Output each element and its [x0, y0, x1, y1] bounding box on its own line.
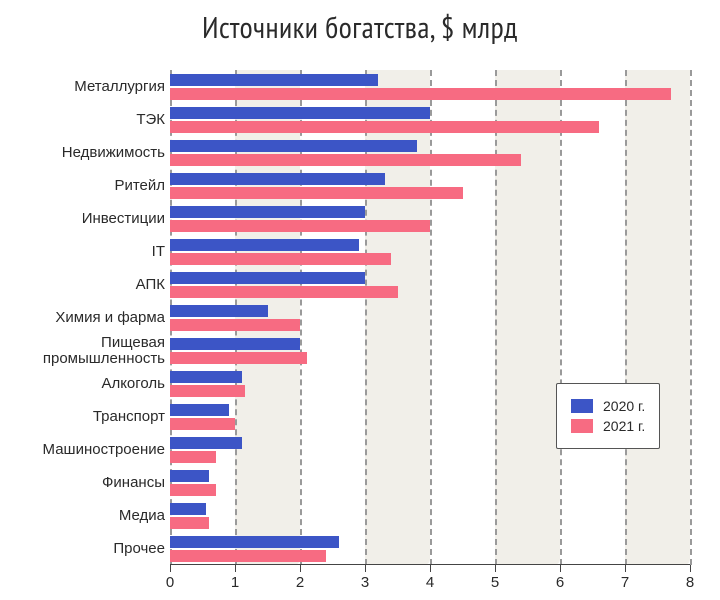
- x-tick-label: 2: [296, 574, 304, 591]
- x-tick-label: 0: [166, 574, 174, 591]
- category-label: Ритейл: [0, 178, 165, 194]
- bar: [170, 371, 242, 383]
- bar: [170, 484, 216, 496]
- bar: [170, 385, 245, 397]
- x-tick: [625, 565, 626, 572]
- legend-label: 2020 г.: [603, 398, 645, 414]
- legend-swatch: [571, 399, 593, 413]
- x-tick: [235, 565, 236, 572]
- bar: [170, 206, 365, 218]
- x-tick-label: 1: [231, 574, 239, 591]
- bar: [170, 319, 300, 331]
- x-tick-label: 4: [426, 574, 434, 591]
- bar: [170, 517, 209, 529]
- x-tick-label: 6: [556, 574, 564, 591]
- bar: [170, 253, 391, 265]
- bar: [170, 88, 671, 100]
- y-axis-labels: Металлургия ТЭК Недвижимость Ритейл Инвестиц…: [0, 70, 165, 565]
- bar: [170, 187, 463, 199]
- x-tick: [430, 565, 431, 572]
- bar: [170, 220, 430, 232]
- bars-layer: [170, 70, 690, 565]
- bar: [170, 286, 398, 298]
- bar: [170, 418, 235, 430]
- legend-swatch: [571, 419, 593, 433]
- category-label: Прочее: [0, 541, 165, 557]
- bar: [170, 470, 209, 482]
- category-label: Химия и фарма: [0, 310, 165, 326]
- wealth-sources-chart: Источники богатства, $ млрд Металлургия Т…: [0, 0, 720, 600]
- category-label: Медиа: [0, 508, 165, 524]
- x-tick: [300, 565, 301, 572]
- legend-item: 2020 г.: [571, 398, 645, 414]
- bar: [170, 503, 206, 515]
- x-tick: [170, 565, 171, 572]
- bar: [170, 338, 300, 350]
- bar: [170, 352, 307, 364]
- x-tick: [690, 565, 691, 572]
- plot-area: [170, 70, 690, 565]
- category-label: Финансы: [0, 475, 165, 491]
- legend-label: 2021 г.: [603, 418, 645, 434]
- x-tick-label: 5: [491, 574, 499, 591]
- bar: [170, 305, 268, 317]
- bar: [170, 74, 378, 86]
- category-label: ТЭК: [0, 112, 165, 128]
- bar: [170, 536, 339, 548]
- x-axis: 012345678: [170, 565, 690, 595]
- category-label: Недвижимость: [0, 145, 165, 161]
- bar: [170, 404, 229, 416]
- bar: [170, 451, 216, 463]
- bar: [170, 550, 326, 562]
- x-tick: [365, 565, 366, 572]
- x-tick-label: 3: [361, 574, 369, 591]
- bar: [170, 140, 417, 152]
- chart-title: Источники богатства, $ млрд: [0, 8, 720, 47]
- legend: 2020 г. 2021 г.: [556, 383, 660, 449]
- x-tick-label: 8: [686, 574, 694, 591]
- x-tick: [560, 565, 561, 572]
- category-label: Алкоголь: [0, 376, 165, 392]
- bar: [170, 173, 385, 185]
- legend-item: 2021 г.: [571, 418, 645, 434]
- bar: [170, 239, 359, 251]
- category-label: IT: [0, 244, 165, 260]
- category-label: Транспорт: [0, 409, 165, 425]
- category-label: Машиностроение: [0, 442, 165, 458]
- category-label: Металлургия: [0, 79, 165, 95]
- bar: [170, 272, 365, 284]
- bar: [170, 154, 521, 166]
- bar: [170, 121, 599, 133]
- category-label: Инвестиции: [0, 211, 165, 227]
- category-label: АПК: [0, 277, 165, 293]
- category-label: Пищевая промышленность: [0, 335, 165, 367]
- x-tick-label: 7: [621, 574, 629, 591]
- gridline: [690, 70, 692, 565]
- x-tick: [495, 565, 496, 572]
- bar: [170, 437, 242, 449]
- bar: [170, 107, 430, 119]
